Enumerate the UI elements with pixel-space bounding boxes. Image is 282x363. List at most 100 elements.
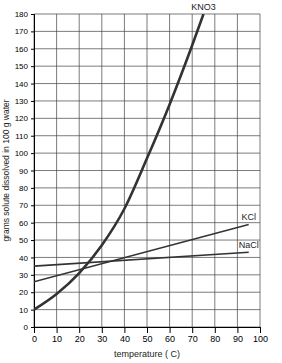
tick-mark [31, 188, 34, 189]
x-tick: 80 [210, 327, 220, 344]
tick-mark [31, 153, 34, 154]
y-tick: 80 [19, 184, 34, 193]
grid-line [34, 83, 260, 84]
y-tick: 50 [19, 236, 34, 245]
tick-label: 90 [233, 334, 243, 344]
y-tick: 130 [15, 97, 34, 106]
tick-label: 50 [19, 236, 28, 245]
y-tick: 60 [19, 219, 34, 228]
tick-label: 70 [19, 201, 28, 210]
tick-mark [31, 310, 34, 311]
series-label: KCl [241, 212, 256, 222]
y-tick: 20 [19, 288, 34, 297]
y-tick: 10 [19, 306, 34, 315]
tick-label: 60 [165, 334, 175, 344]
tick-mark [31, 292, 34, 293]
y-tick: 90 [19, 167, 34, 176]
tick-mark [31, 66, 34, 67]
y-tick: 100 [15, 149, 34, 158]
grid-line [34, 118, 260, 119]
grid-line [34, 240, 260, 241]
grid-line [34, 153, 260, 154]
x-axis-title: temperature ( C) [114, 349, 180, 359]
tick-label: 100 [15, 149, 29, 158]
y-tick: 160 [15, 45, 34, 54]
tick-mark [31, 136, 34, 137]
tick-label: 160 [15, 45, 29, 54]
x-tick: 0 [32, 327, 37, 344]
tick-label: 40 [120, 334, 130, 344]
x-tick: 70 [188, 327, 198, 344]
tick-mark [170, 327, 171, 333]
tick-mark [31, 257, 34, 258]
grid [34, 14, 260, 327]
tick-mark [237, 327, 238, 333]
tick-mark [192, 327, 193, 333]
tick-mark [31, 275, 34, 276]
tick-label: 80 [210, 334, 220, 344]
series-group [34, 14, 249, 310]
grid-line [34, 170, 260, 171]
tick-label: 30 [97, 334, 107, 344]
tick-label: 0 [24, 323, 29, 332]
chart: 0 10 20 30 40 50 60 70 80 90 100 0 10 20 30 40 50 60 70 80 9… [0, 0, 282, 363]
tick-label: 180 [15, 10, 29, 19]
tick-label: 170 [15, 27, 29, 36]
grid-line [34, 66, 260, 67]
tick-label: 150 [15, 62, 29, 71]
grid-line [34, 100, 260, 101]
tick-mark [31, 14, 34, 15]
grid-line [34, 309, 260, 310]
x-tick: 50 [142, 327, 152, 344]
tick-label: 50 [142, 334, 152, 344]
y-tick: 70 [19, 201, 34, 210]
y-axis: 0102030405060708090100110120130140150160… [15, 10, 35, 332]
x-tick: 10 [52, 327, 62, 344]
tick-label: 30 [19, 271, 28, 280]
series-line [34, 252, 249, 266]
tick-mark [102, 327, 103, 333]
tick-mark [31, 327, 34, 328]
y-tick: 110 [15, 132, 34, 141]
x-tick: 90 [233, 327, 243, 344]
x-tick: 20 [75, 327, 85, 344]
tick-label: 0 [32, 334, 37, 344]
tick-label: 110 [15, 132, 28, 141]
series-label: KNO3 [191, 2, 216, 12]
y-tick: 150 [15, 62, 34, 71]
grid-line [34, 292, 260, 293]
tick-mark [31, 31, 34, 32]
grid-line [34, 135, 260, 136]
tick-label: 80 [19, 184, 28, 193]
grid-line [34, 257, 260, 258]
grid-line [34, 274, 260, 275]
tick-label: 10 [52, 334, 62, 344]
grid-line [34, 48, 260, 49]
x-tick: 100 [253, 327, 268, 344]
tick-mark [31, 49, 34, 50]
tick-mark [124, 327, 125, 333]
x-axis: 0 10 20 30 40 50 60 70 80 90 100 [32, 327, 268, 344]
series-labels: KNO3KClNaCl [191, 2, 258, 250]
grid-line [34, 14, 260, 15]
tick-label: 10 [19, 306, 28, 315]
y-tick: 120 [15, 114, 34, 123]
tick-label: 100 [253, 334, 268, 344]
x-tick: 60 [165, 327, 175, 344]
tick-label: 40 [19, 254, 28, 263]
y-tick: 30 [19, 271, 34, 280]
tick-label: 130 [15, 97, 29, 106]
tick-mark [147, 327, 148, 333]
tick-label: 60 [19, 219, 28, 228]
tick-mark [31, 101, 34, 102]
x-tick: 40 [120, 327, 130, 344]
tick-mark [215, 327, 216, 333]
tick-mark [31, 171, 34, 172]
tick-mark [31, 240, 34, 241]
y-tick: 40 [19, 254, 34, 263]
grid-line [34, 205, 260, 206]
y-tick: 0 [24, 323, 34, 332]
tick-label: 70 [188, 334, 198, 344]
tick-mark [31, 84, 34, 85]
tick-mark [31, 205, 34, 206]
